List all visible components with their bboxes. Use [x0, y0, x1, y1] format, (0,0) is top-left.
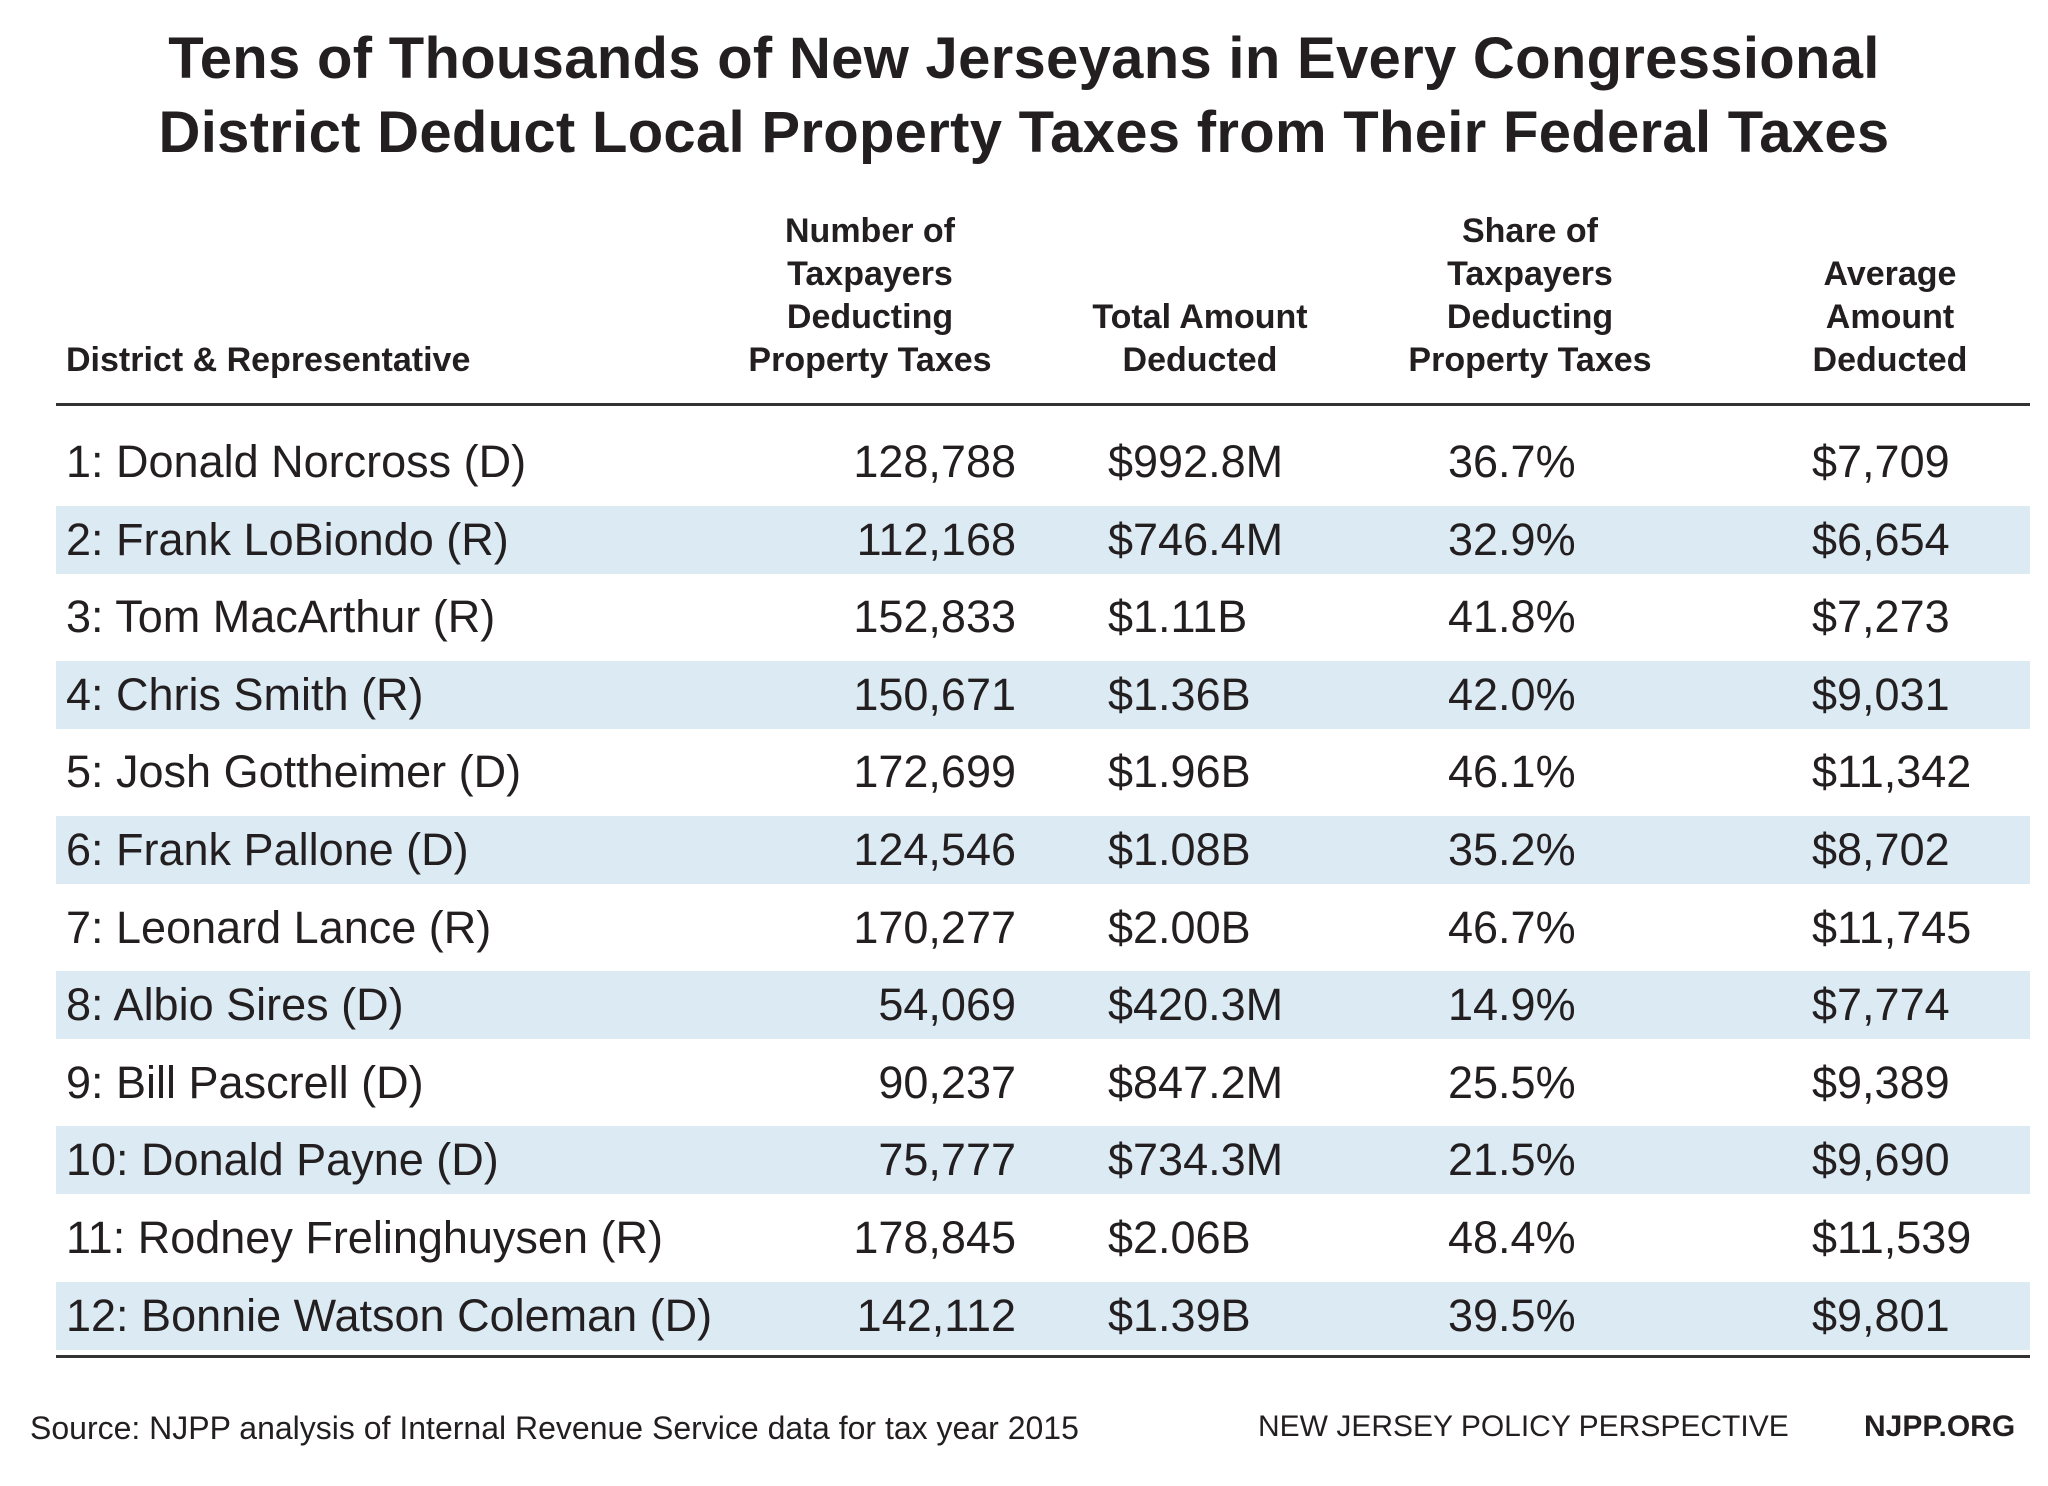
cell-district: 1: Donald Norcross (D) [66, 436, 527, 487]
header-line: Taxpayers [1447, 255, 1613, 293]
cell-district: 4: Chris Smith (R) [66, 668, 424, 720]
cell-share: 25.5% [1448, 1056, 1576, 1108]
cell-taxpayers: 90,237 [878, 1056, 1016, 1108]
cell-taxpayers: 178,845 [853, 1212, 1016, 1263]
header-line: Taxpayers [787, 255, 953, 293]
cell-total: $734.3M [1108, 1134, 1284, 1186]
cell-share: 32.9% [1448, 513, 1576, 565]
column-header-col1: District & Representative [66, 339, 626, 382]
column-header-col3: Total Amount Deducted [1050, 296, 1350, 382]
header-line: Share of [1461, 212, 1599, 250]
cell-taxpayers: 54,069 [878, 979, 1016, 1031]
cell-total: $847.2M [1108, 1056, 1284, 1108]
title-line-1: Tens of Thousands of New Jerseyans in Ev… [168, 26, 1880, 91]
table-row: 12: Bonnie Watson Coleman (D) 142,112 $1.3… [56, 1281, 2030, 1350]
cell-total: $1.08B [1108, 824, 1251, 875]
header-line: Average [1823, 255, 1957, 293]
cell-taxpayers: 172,699 [853, 746, 1016, 798]
cell-share: 41.8% [1448, 591, 1576, 643]
header-line: Deducted [1122, 341, 1278, 379]
cell-taxpayers: 142,112 [856, 1289, 1016, 1341]
header-line: Property Taxes [748, 341, 992, 379]
cell-average: $6,654 [1812, 513, 1950, 565]
bottom-rule [56, 1355, 2030, 1358]
source-note: Source: NJPP analysis of Internal Revenu… [30, 1410, 1079, 1446]
header-line: Number of [785, 212, 955, 250]
cell-share: 46.7% [1448, 901, 1576, 953]
cell-average: $9,690 [1812, 1134, 1950, 1186]
cell-district: 10: Donald Payne (D) [66, 1134, 499, 1186]
cell-district: 3: Tom MacArthur (R) [66, 591, 496, 643]
cell-taxpayers: 124,546 [853, 824, 1016, 875]
cell-share: 14.9% [1448, 979, 1576, 1031]
table-row: 9: Bill Pascrell (D) 90,237 $847.2M 25.5% $9… [56, 1049, 2030, 1117]
cell-average: $7,273 [1812, 591, 1950, 643]
header-line: Amount [1825, 298, 1955, 336]
table-row: 6: Frank Pallone (D) 124,546 $1.08B 35.2% $8… [56, 816, 2030, 884]
cell-taxpayers: 112,168 [856, 513, 1016, 565]
table-row: 7: Leonard Lance (R) 170,277 $2.00B 46.7% $1… [56, 894, 2030, 962]
column-header-col5: Average Amount Deducted [1740, 253, 2040, 382]
cell-district: 11: Rodney Frelinghuysen (R) [66, 1212, 663, 1263]
cell-district: 6: Frank Pallone (D) [66, 824, 469, 875]
cell-share: 21.5% [1448, 1134, 1576, 1186]
cell-taxpayers: 75,777 [878, 1134, 1016, 1186]
table-row: 10: Donald Payne (D) 75,777 $734.3M 21.5% $9… [56, 1126, 2030, 1195]
header-line: Deducting [1446, 298, 1614, 336]
cell-average: $11,745 [1812, 901, 1972, 953]
cell-average: $9,389 [1812, 1056, 1950, 1108]
cell-average: $8,702 [1812, 824, 1950, 875]
title-line-2: District Deduct Local Property Taxes fro… [158, 100, 1890, 165]
column-header-col2: Number of Taxpayers Deducting Property Taxe… [720, 210, 1020, 382]
cell-district: 9: Bill Pascrell (D) [66, 1056, 424, 1108]
header-line: District & Representative [66, 341, 471, 379]
cell-average: $7,709 [1812, 436, 1950, 487]
cell-average: $11,539 [1812, 1212, 1972, 1263]
cell-total: $1.36B [1108, 668, 1251, 720]
table-row: 1: Donald Norcross (D) 128,788 $992.8M 36.7… [56, 428, 2030, 496]
cell-taxpayers: 128,788 [853, 436, 1016, 487]
cell-taxpayers: 152,833 [853, 591, 1016, 643]
cell-district: 2: Frank LoBiondo (R) [66, 513, 509, 565]
cell-average: $9,031 [1812, 668, 1950, 720]
page-title: Tens of Thousands of New Jerseyans in Ev… [0, 22, 2048, 170]
cell-taxpayers: 150,671 [853, 668, 1016, 720]
cell-share: 42.0% [1448, 668, 1576, 720]
cell-share: 46.1% [1448, 746, 1576, 798]
cell-share: 36.7% [1448, 436, 1576, 487]
header-line: Total Amount [1092, 298, 1308, 336]
cell-total: $746.4M [1108, 513, 1284, 565]
cell-taxpayers: 170,277 [853, 901, 1016, 953]
table-row: 11: Rodney Frelinghuysen (R) 178,845 $2.06… [56, 1204, 2030, 1272]
cell-total: $420.3M [1108, 979, 1284, 1031]
table-row: 5: Josh Gottheimer (D) 172,699 $1.96B 46.1%… [56, 738, 2030, 806]
header-line: Property Taxes [1408, 341, 1652, 379]
cell-total: $1.39B [1108, 1289, 1251, 1341]
cell-average: $11,342 [1812, 746, 1972, 798]
column-header-col4: Share of Taxpayers Deducting Property Taxes [1370, 210, 1690, 382]
cell-total: $1.96B [1108, 746, 1251, 798]
header-line: Deducted [1812, 341, 1968, 379]
cell-total: $2.00B [1108, 901, 1251, 953]
cell-share: 48.4% [1448, 1212, 1576, 1263]
header-rule [56, 403, 2030, 406]
cell-total: $2.06B [1108, 1212, 1251, 1263]
table-row: 4: Chris Smith (R) 150,671 $1.36B 42.0% $9,0… [56, 660, 2030, 729]
cell-average: $7,774 [1812, 979, 1950, 1031]
cell-district: 12: Bonnie Watson Coleman (D) [66, 1289, 713, 1341]
cell-average: $9,801 [1812, 1289, 1950, 1341]
cell-total: $992.8M [1108, 436, 1284, 487]
cell-district: 7: Leonard Lance (R) [66, 901, 492, 953]
org-name: NEW JERSEY POLICY PERSPECTIVE [1258, 1410, 1789, 1443]
cell-share: 35.2% [1448, 824, 1576, 875]
table-row: 2: Frank LoBiondo (R) 112,168 $746.4M 32.9%… [56, 505, 2030, 574]
table-row: 8: Albio Sires (D) 54,069 $420.3M 14.9% $7,7… [56, 971, 2030, 1040]
cell-district: 8: Albio Sires (D) [66, 979, 404, 1031]
header-line: Deducting [786, 298, 954, 336]
cell-district: 5: Josh Gottheimer (D) [66, 746, 522, 798]
cell-share: 39.5% [1448, 1289, 1576, 1341]
table-row: 3: Tom MacArthur (R) 152,833 $1.11B 41.8% $7… [56, 583, 2030, 651]
org-site-link[interactable]: NJPP.ORG [1864, 1410, 2016, 1443]
cell-total: $1.11B [1108, 591, 1248, 643]
